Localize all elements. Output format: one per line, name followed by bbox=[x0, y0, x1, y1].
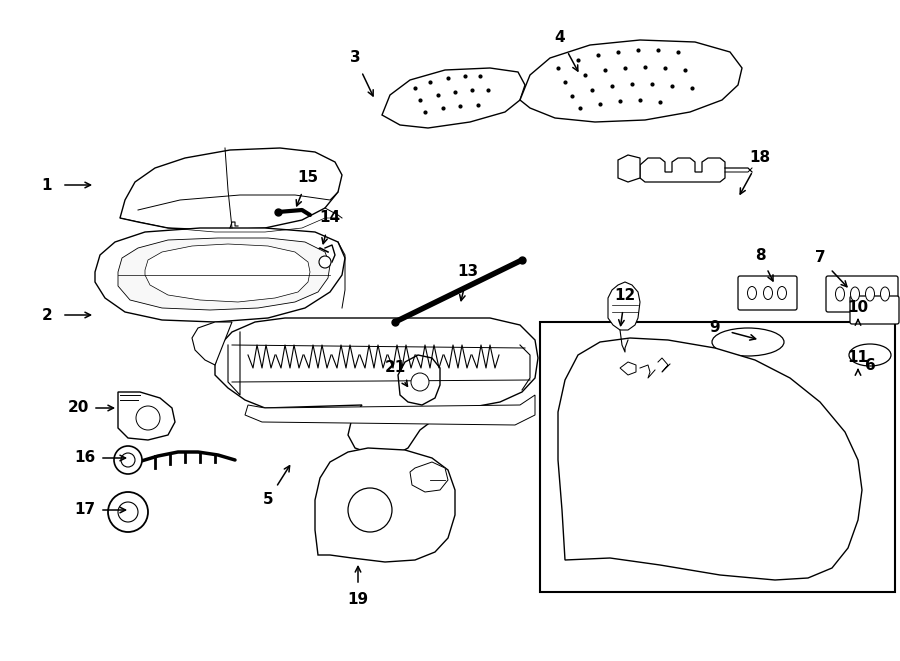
FancyBboxPatch shape bbox=[850, 296, 899, 324]
Circle shape bbox=[118, 502, 138, 522]
Text: 7: 7 bbox=[814, 251, 825, 266]
Polygon shape bbox=[245, 395, 535, 425]
Circle shape bbox=[348, 488, 392, 532]
Polygon shape bbox=[315, 448, 455, 562]
Circle shape bbox=[121, 453, 135, 467]
Polygon shape bbox=[215, 318, 538, 455]
Circle shape bbox=[411, 373, 429, 391]
Text: 11: 11 bbox=[848, 350, 868, 366]
Text: 8: 8 bbox=[755, 247, 765, 262]
Polygon shape bbox=[192, 322, 232, 365]
Text: 14: 14 bbox=[320, 210, 340, 225]
Text: 21: 21 bbox=[384, 360, 406, 375]
Circle shape bbox=[136, 406, 160, 430]
Polygon shape bbox=[620, 362, 636, 375]
Polygon shape bbox=[120, 148, 342, 230]
Ellipse shape bbox=[880, 287, 889, 301]
Circle shape bbox=[108, 492, 148, 532]
Text: 1: 1 bbox=[41, 178, 52, 192]
Polygon shape bbox=[558, 338, 862, 580]
FancyBboxPatch shape bbox=[826, 276, 898, 312]
Polygon shape bbox=[640, 158, 725, 182]
Text: 9: 9 bbox=[710, 321, 720, 336]
Polygon shape bbox=[608, 282, 640, 330]
Ellipse shape bbox=[850, 287, 860, 301]
Ellipse shape bbox=[748, 286, 757, 299]
Text: 6: 6 bbox=[865, 358, 876, 373]
Ellipse shape bbox=[835, 287, 844, 301]
Polygon shape bbox=[410, 462, 448, 492]
Text: 20: 20 bbox=[68, 401, 89, 416]
Polygon shape bbox=[95, 228, 345, 322]
Text: 3: 3 bbox=[350, 50, 360, 65]
Ellipse shape bbox=[849, 344, 891, 366]
Polygon shape bbox=[398, 355, 440, 405]
Text: 18: 18 bbox=[750, 151, 770, 165]
Text: 2: 2 bbox=[41, 307, 52, 323]
Polygon shape bbox=[145, 244, 310, 302]
Text: 4: 4 bbox=[554, 30, 565, 46]
Ellipse shape bbox=[763, 286, 772, 299]
Ellipse shape bbox=[778, 286, 787, 299]
Text: 13: 13 bbox=[457, 264, 479, 280]
Text: 15: 15 bbox=[297, 171, 319, 186]
Polygon shape bbox=[118, 238, 330, 310]
Polygon shape bbox=[118, 392, 175, 440]
Text: 19: 19 bbox=[347, 592, 369, 607]
Polygon shape bbox=[520, 40, 742, 122]
FancyBboxPatch shape bbox=[738, 276, 797, 310]
Circle shape bbox=[319, 256, 331, 268]
Text: 12: 12 bbox=[615, 288, 635, 303]
Circle shape bbox=[114, 446, 142, 474]
Polygon shape bbox=[382, 68, 525, 128]
Bar bbox=[540, 322, 895, 592]
Text: 10: 10 bbox=[848, 301, 868, 315]
Text: 16: 16 bbox=[75, 451, 95, 465]
Text: 5: 5 bbox=[263, 492, 274, 508]
Ellipse shape bbox=[712, 328, 784, 356]
Polygon shape bbox=[618, 155, 640, 182]
Text: 17: 17 bbox=[75, 502, 95, 518]
Ellipse shape bbox=[866, 287, 875, 301]
